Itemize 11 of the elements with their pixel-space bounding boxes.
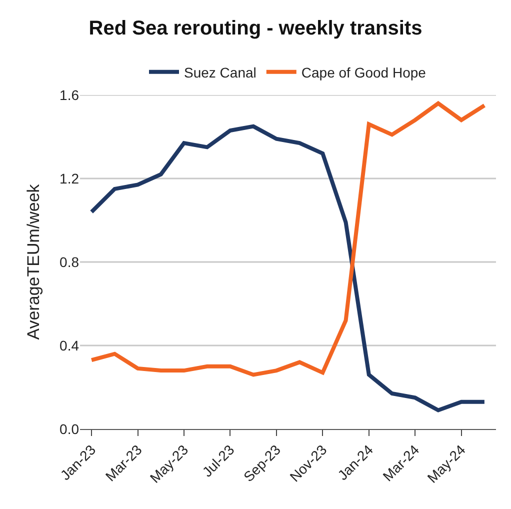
- y-tick-label: 1.2: [60, 170, 80, 186]
- line-series: [90, 101, 486, 377]
- y-tick-label: 0.0: [60, 420, 80, 437]
- y-tick-label: 0.8: [60, 254, 80, 270]
- legend-label: Suez Canal: [184, 64, 256, 80]
- y-axis-title: AverageTEUm/week: [24, 184, 44, 340]
- y-tick-label: 0.4: [60, 337, 80, 354]
- legend-label: Cape of Good Hope: [301, 64, 426, 80]
- chart-title: Red Sea rerouting - weekly transits: [88, 17, 422, 40]
- line-series: [90, 124, 486, 412]
- y-tick-label: 1.6: [60, 86, 80, 103]
